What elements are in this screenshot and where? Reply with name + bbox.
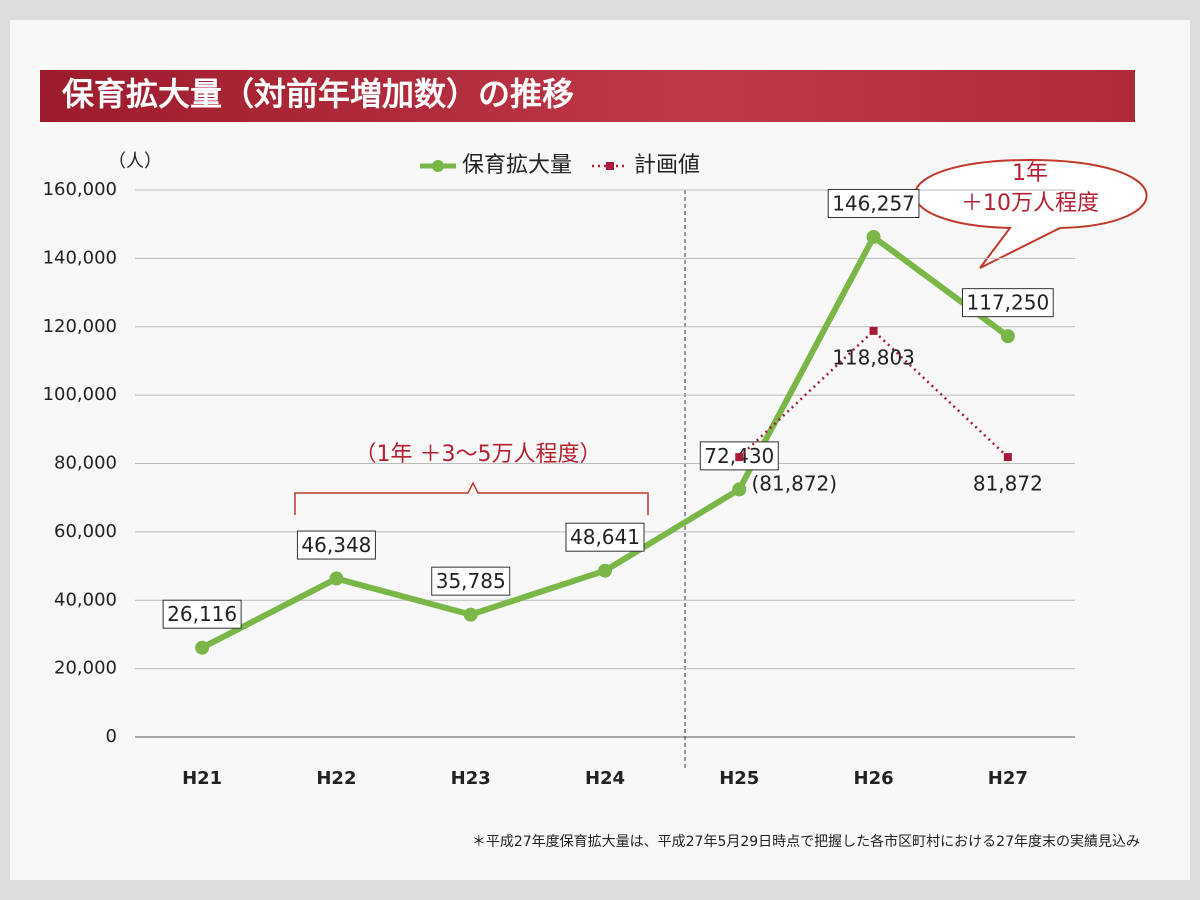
label-box [961,288,1054,318]
data-label: 26,116 [167,602,237,626]
y-tick-label: 160,000 [43,179,117,200]
point [195,640,210,655]
annotation: ＋10万人程度 [961,191,1099,216]
x-tick-label: H23 [451,768,491,789]
point [732,482,747,497]
point [598,563,612,578]
x-tick-label: H25 [719,768,759,789]
data-label: 46,348 [301,533,371,557]
legend: 保育拡大量 計画値 [420,153,700,178]
label-box [296,530,376,560]
data-label: (81,872) [751,472,837,496]
y-unit: （人） [108,151,162,172]
legend-marker [432,160,444,172]
chart-title: 保育拡大量（対前年増加数）の推移 [62,75,574,113]
y-tick-label: 100,000 [43,384,117,405]
point [1003,453,1012,462]
x-tick-label: H26 [854,768,894,789]
y-tick-label: 140,000 [43,247,117,268]
point [866,229,881,244]
point [1000,329,1015,344]
y-tick-label: 60,000 [54,521,117,542]
y-tick-label: 40,000 [54,589,117,610]
data-label: 118,803 [832,345,915,369]
data-label: 117,250 [966,291,1049,315]
data-label: 81,872 [973,472,1043,496]
legend-label: 保育拡大量 [462,153,572,178]
point [329,571,344,586]
data-label: 35,785 [436,569,506,593]
annotation: 1年 [1012,161,1048,186]
label-box [827,188,920,218]
callout [913,158,1148,269]
x-tick-label: H27 [988,768,1028,789]
series-line [738,329,1009,459]
title-bar [40,70,1135,122]
label-box [162,599,242,629]
x-tick-label: H24 [585,768,625,789]
x-tick-label: H22 [316,768,356,789]
annotation: （1年 ＋3～5万人程度） [355,442,602,467]
point [463,607,478,622]
point [735,453,744,462]
legend-label: 計画値 [634,153,700,178]
data-label: 146,257 [832,191,915,215]
y-tick-label: 0 [106,726,117,747]
y-tick-label: 20,000 [54,658,117,679]
data-label: 48,641 [570,525,640,549]
y-tick-label: 80,000 [54,453,117,474]
label-box [431,566,511,596]
legend-marker [606,162,615,170]
footnote: ＊平成27年度保育拡大量は、平成27年5月29日時点で把握した各市区町村における… [472,833,1140,850]
brace [294,481,649,515]
y-tick-label: 120,000 [43,316,117,337]
label-box [565,522,645,552]
point [869,326,878,335]
x-tick-label: H21 [182,768,222,789]
